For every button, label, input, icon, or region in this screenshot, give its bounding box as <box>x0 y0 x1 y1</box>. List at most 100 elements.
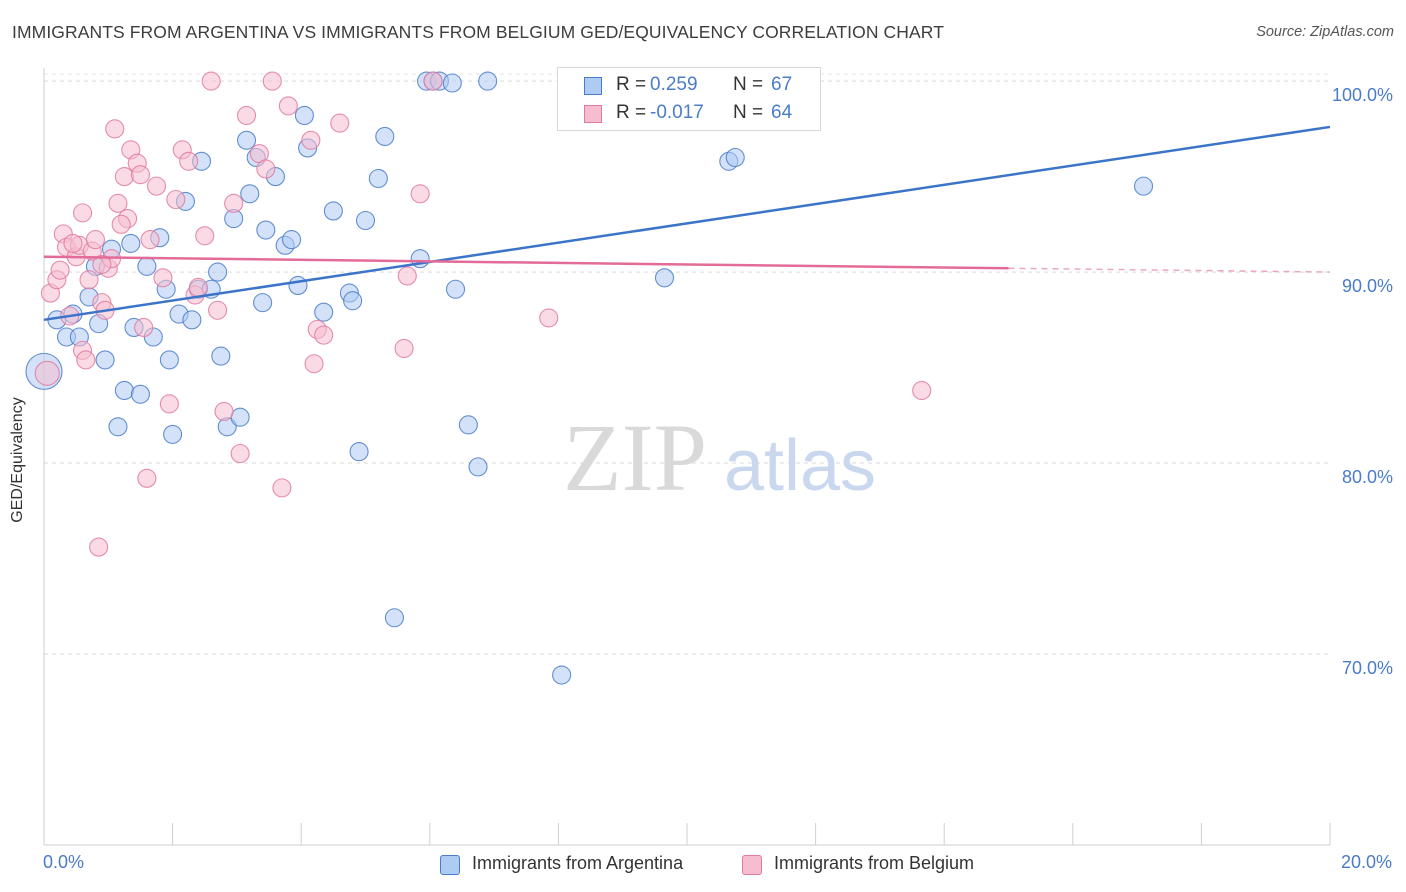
point-series-0-28 <box>211 346 231 366</box>
point-series-1-0 <box>34 360 60 386</box>
point-series-0-35 <box>253 293 273 313</box>
point-series-0-8 <box>95 350 115 370</box>
point-series-1-41 <box>214 401 234 422</box>
point-series-1-31 <box>153 268 173 288</box>
point-series-1-48 <box>272 478 292 498</box>
point-series-1-47 <box>262 71 282 91</box>
point-series-1-50 <box>301 130 321 150</box>
point-series-0-12 <box>121 233 141 253</box>
point-series-1-53 <box>314 325 334 345</box>
point-series-0-48 <box>355 210 376 231</box>
trend-line-series-1 <box>43 255 1009 270</box>
watermark-zip: ZIP <box>563 404 707 511</box>
n-value-belgium: 64 <box>771 102 793 123</box>
n-value-argentina: 67 <box>771 74 793 95</box>
stats-row-belgium: R = -0.017 N = 64 <box>558 99 820 127</box>
point-series-1-10 <box>73 203 93 223</box>
point-series-1-21 <box>108 193 128 213</box>
x-tick-label-start: 0.0% <box>43 852 85 872</box>
point-series-0-66 <box>1133 176 1154 196</box>
point-series-0-57 <box>442 73 462 93</box>
point-series-0-49 <box>368 168 388 189</box>
point-series-1-33 <box>166 189 186 210</box>
point-series-0-47 <box>349 442 369 462</box>
point-series-1-42 <box>224 193 244 213</box>
trend-line-series-0 <box>43 125 1331 322</box>
point-series-0-20 <box>163 424 183 444</box>
point-series-1-44 <box>236 105 257 126</box>
point-series-0-32 <box>236 130 257 150</box>
point-series-1-29 <box>140 230 160 250</box>
point-series-0-40 <box>288 275 308 295</box>
point-series-0-11 <box>114 380 134 401</box>
point-series-0-63 <box>654 268 675 288</box>
r-value-belgium: -0.017 <box>650 102 704 123</box>
point-series-1-11 <box>76 350 96 370</box>
trend-lines <box>43 125 1331 322</box>
point-series-1-51 <box>304 354 324 374</box>
point-series-1-32 <box>159 394 179 414</box>
y-axis-label: GED/Equivalency <box>9 397 26 523</box>
y-tick-label-0: 100.0% <box>1332 85 1393 105</box>
point-series-0-33 <box>240 184 260 204</box>
point-series-1-26 <box>130 165 150 185</box>
point-series-0-50 <box>375 126 395 147</box>
point-series-1-58 <box>423 71 443 91</box>
point-series-0-41 <box>294 105 314 126</box>
point-series-1-22 <box>114 167 134 187</box>
y-tick-label-2: 80.0% <box>1342 467 1393 487</box>
source-label: Source: ZipAtlas.com <box>1256 24 1394 40</box>
chart-title: IMMIGRANTS FROM ARGENTINA VS IMMIGRANTS … <box>12 22 944 42</box>
r-value-argentina: 0.259 <box>650 74 698 95</box>
point-series-0-46 <box>343 291 363 311</box>
legend-swatch-belgium <box>742 855 762 875</box>
point-series-0-60 <box>478 71 498 91</box>
point-series-0-51 <box>384 608 404 628</box>
point-series-0-58 <box>458 415 478 435</box>
point-series-1-62 <box>111 214 131 234</box>
point-series-0-43 <box>314 302 334 322</box>
point-series-1-20 <box>105 119 125 139</box>
data-points <box>25 71 1154 685</box>
axes <box>43 68 1331 846</box>
point-series-1-38 <box>195 226 215 246</box>
point-series-1-61 <box>63 233 83 253</box>
trend-line-dashed-series-1 <box>1008 267 1331 273</box>
point-series-1-59 <box>539 308 559 328</box>
point-series-1-3 <box>50 260 70 280</box>
point-series-0-59 <box>468 457 488 477</box>
stats-swatch-belgium <box>584 105 602 123</box>
point-series-1-12 <box>79 270 99 290</box>
n-label: N = <box>733 102 764 123</box>
stats-box: R = 0.259 N = 67 R = -0.017 N = 64 <box>557 67 821 131</box>
point-series-1-56 <box>397 266 417 286</box>
point-series-0-61 <box>552 665 572 685</box>
point-series-1-49 <box>278 96 298 116</box>
point-series-1-60 <box>912 380 932 401</box>
point-series-1-63 <box>92 254 112 274</box>
r-label: R = <box>616 102 647 123</box>
stats-row-argentina: R = 0.259 N = 67 <box>558 71 820 99</box>
point-series-1-39 <box>201 71 221 91</box>
point-series-1-37 <box>188 277 208 297</box>
point-series-1-30 <box>146 176 167 196</box>
point-series-1-28 <box>137 468 157 488</box>
watermark-atlas: atlas <box>724 426 876 506</box>
grid-lines <box>44 73 1330 655</box>
point-series-0-19 <box>159 350 179 370</box>
point-series-0-36 <box>256 220 276 240</box>
point-series-0-23 <box>182 310 202 330</box>
point-series-1-46 <box>256 159 276 179</box>
point-series-1-35 <box>179 151 199 171</box>
legend-label-argentina: Immigrants from Argentina <box>472 853 684 873</box>
point-series-0-27 <box>208 262 228 282</box>
point-series-1-15 <box>89 537 109 557</box>
x-tick-label-end: 20.0% <box>1340 852 1392 872</box>
point-series-0-39 <box>282 230 302 250</box>
point-series-0-31 <box>230 407 250 427</box>
point-series-1-27 <box>134 317 154 338</box>
point-series-1-14 <box>85 230 105 250</box>
point-series-1-40 <box>208 300 228 320</box>
legend-swatch-argentina <box>440 855 460 875</box>
